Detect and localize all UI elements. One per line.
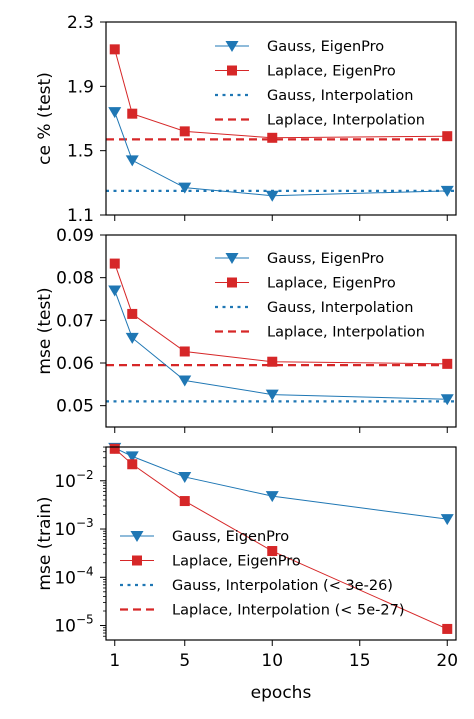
y-tick-base: 10 — [54, 617, 76, 637]
data-point-laplace — [179, 496, 190, 507]
data-point-gauss — [125, 332, 139, 344]
y-axis-label: mse (test) — [35, 287, 55, 374]
y-tick-label: 2.3 — [67, 13, 94, 33]
data-point-laplace — [109, 44, 120, 55]
data-point-gauss — [125, 451, 139, 463]
legend: Gauss, EigenPro Laplace, EigenPro Gauss, I… — [215, 251, 425, 341]
legend-label: Gauss, Interpolation — [267, 88, 413, 104]
data-point-laplace — [442, 623, 453, 634]
data-point-laplace — [442, 358, 453, 369]
data-point-laplace — [442, 131, 453, 142]
y-tick-label: 10−3 — [54, 516, 93, 540]
plot-frame — [105, 446, 457, 641]
y-tick-exponent: −5 — [76, 613, 94, 627]
legend: Gauss, EigenPro Laplace, EigenPro Gauss, I… — [215, 39, 425, 129]
data-point-gauss — [178, 182, 192, 194]
panel-1: 1.1 1.5 1.9 2.3 ce % (test) Gauss, EigenPro La… — [35, 13, 457, 226]
y-tick-base: 10 — [54, 520, 76, 540]
legend: Gauss, EigenPro Laplace, EigenPro Gauss, I… — [120, 529, 405, 619]
legend-label: Laplace, Interpolation — [267, 325, 425, 341]
panel-2: 0.05 0.06 0.07 0.08 0.09 mse (test) Gauss, Eig… — [35, 226, 457, 433]
y-axis-label: ce % (test) — [35, 72, 55, 165]
y-tick-exponent: −3 — [76, 516, 94, 530]
legend-label: Gauss, EigenPro — [267, 251, 384, 267]
data-point-laplace — [267, 546, 278, 557]
x-tick-label: 5 — [179, 651, 190, 671]
y-tick-label: 0.07 — [56, 311, 94, 331]
y-tick-label: 1.5 — [67, 142, 94, 162]
data-point-laplace — [179, 126, 190, 137]
legend-label: Laplace, EigenPro — [172, 554, 301, 570]
data-point-gauss — [108, 285, 122, 297]
y-tick-base: 10 — [54, 472, 76, 492]
legend-label: Laplace, Interpolation — [267, 113, 425, 129]
data-point-gauss — [440, 185, 454, 197]
x-tick-label: 20 — [436, 651, 458, 671]
data-point-gauss — [440, 394, 454, 406]
x-tick-label: 15 — [349, 651, 371, 671]
data-point-gauss — [265, 190, 279, 202]
data-point-gauss — [265, 491, 279, 503]
data-point-gauss — [265, 389, 279, 401]
y-tick-label: 10−4 — [54, 564, 93, 588]
x-tick-label: 1 — [109, 651, 120, 671]
y-tick-exponent: −4 — [76, 564, 94, 578]
y-tick-label: 1.9 — [67, 77, 94, 97]
y-tick-label: 10−5 — [54, 613, 93, 637]
y-tick-base: 10 — [54, 568, 76, 588]
legend-label: Laplace, Interpolation (< 5e-27) — [172, 603, 405, 619]
legend-label: Gauss, EigenPro — [267, 39, 384, 55]
data-point-gauss — [178, 375, 192, 387]
legend-label: Gauss, Interpolation (< 3e-26) — [172, 578, 393, 594]
y-tick-exponent: −2 — [76, 468, 94, 482]
y-tick-label: 0.08 — [56, 269, 94, 289]
plot-frame — [105, 21, 457, 216]
legend-swatch-marker — [225, 41, 239, 52]
data-point-laplace — [179, 346, 190, 357]
data-point-laplace — [267, 132, 278, 143]
legend-label: Gauss, EigenPro — [172, 529, 289, 545]
y-axis-label: mse (train) — [35, 496, 55, 590]
data-point-laplace — [127, 459, 138, 470]
legend-swatch-marker — [227, 65, 237, 76]
data-point-gauss — [440, 514, 454, 526]
y-tick-label: 0.06 — [56, 354, 94, 374]
y-tick-label: 1.1 — [67, 206, 94, 226]
data-point-gauss — [178, 471, 192, 483]
legend-swatch-marker — [132, 555, 142, 566]
data-point-gauss — [125, 155, 139, 167]
y-tick-label: 10−2 — [54, 468, 93, 492]
legend-label: Laplace, EigenPro — [267, 276, 396, 292]
plot-frame — [105, 234, 457, 428]
x-axis-label: epochs — [251, 683, 312, 703]
legend-label: Gauss, Interpolation — [267, 300, 413, 316]
data-point-laplace — [127, 108, 138, 119]
y-tick-label: 0.09 — [56, 226, 94, 246]
data-point-laplace — [109, 258, 120, 269]
data-point-laplace — [109, 443, 120, 454]
data-point-laplace — [127, 308, 138, 319]
legend-swatch-marker — [130, 531, 144, 542]
legend-label: Laplace, EigenPro — [267, 64, 396, 80]
x-tick-label: 10 — [261, 651, 283, 671]
data-point-laplace — [267, 356, 278, 367]
series-line-gauss — [114, 447, 448, 520]
legend-swatch-marker — [225, 253, 239, 264]
data-point-gauss — [108, 107, 122, 119]
legend-swatch-marker — [227, 277, 237, 288]
y-tick-label: 0.05 — [56, 397, 94, 417]
